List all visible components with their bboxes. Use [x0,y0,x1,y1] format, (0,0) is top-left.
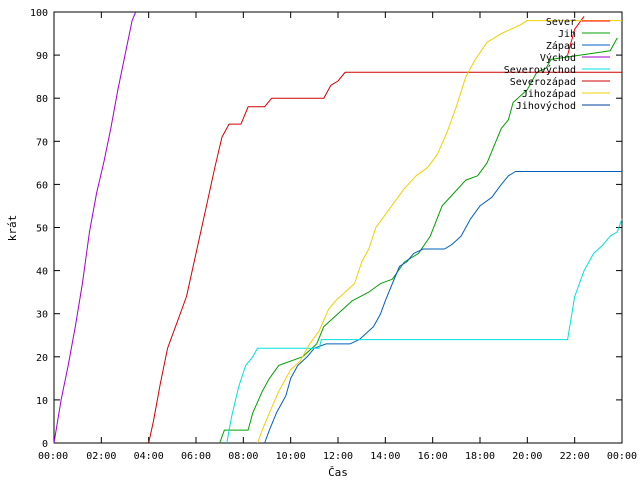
legend-label: Severozápad [510,76,576,88]
legend-label: Jihozápad [522,88,576,100]
y-tick-label: 40 [36,267,48,278]
legend-label: Sever [546,17,576,28]
legend-label: Západ [546,40,576,52]
y-tick-label: 50 [36,224,48,235]
y-tick-label: 70 [36,137,48,148]
x-tick-label: 08:00 [228,451,258,462]
x-tick-label: 12:00 [323,451,353,462]
series-line [226,218,623,444]
series-line [264,171,622,444]
y-tick-label: 90 [36,51,48,62]
y-tick-label: 60 [36,180,48,191]
x-tick-label: 00:00 [38,451,68,462]
x-tick-label: 22:00 [560,451,590,462]
x-tick-label: 02:00 [86,451,116,462]
legend-label: Východ [540,52,576,64]
y-tick-label: 0 [42,439,48,450]
legend-label: Jihovýchod [516,100,576,112]
y-tick-label: 100 [30,8,48,19]
x-tick-label: 10:00 [276,451,306,462]
x-tick-label: 04:00 [134,451,164,462]
legend-label: Severovýchod [504,64,576,76]
series-line [148,71,622,444]
y-tick-label: 30 [36,310,48,321]
y-tick-label: 80 [36,94,48,105]
series-line [219,37,618,444]
legend: SeverJihZápadVýchodSeverovýchodSeverozáp… [504,17,610,112]
x-tick-label: 06:00 [181,451,211,462]
x-axis-label: Čas [328,466,348,479]
y-tick-label: 10 [36,396,48,407]
series-line [257,20,622,444]
x-tick-label: 14:00 [370,451,400,462]
x-tick-label: 00:00 [607,451,637,462]
x-tick-label: 20:00 [512,451,542,462]
series-line [53,11,137,444]
x-tick-label: 18:00 [465,451,495,462]
y-axis-label: krát [6,215,19,242]
y-tick-label: 20 [36,353,48,364]
axis-ticks: 0 10 20 30 40 50 60 70 80 90 100 00:00 02:00 04:00 06:… [30,8,637,462]
legend-label: Jih [558,29,576,40]
x-tick-label: 16:00 [418,451,448,462]
series-lines [53,11,623,444]
